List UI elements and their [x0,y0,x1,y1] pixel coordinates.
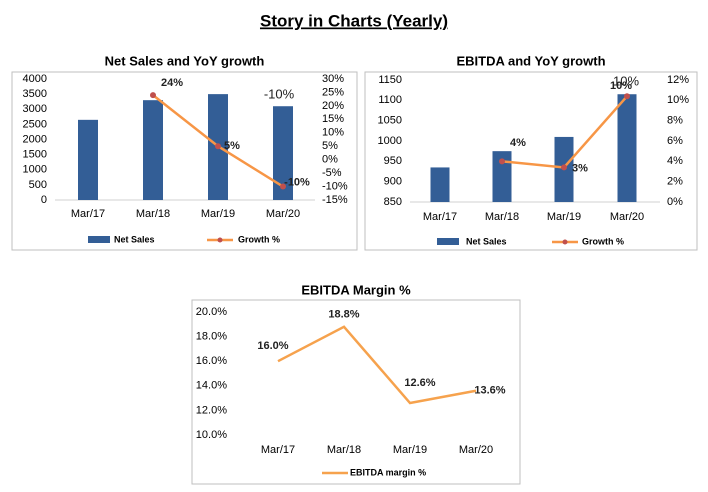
y2-tick-label: 30% [322,73,344,85]
y2-tick-label: 25% [322,86,344,98]
legend-swatch [88,236,110,243]
bar [143,100,163,200]
y2-tick-label: 15% [322,113,344,125]
x-tick-label: Mar/20 [266,208,300,220]
data-label: 24% [161,77,183,89]
y-tick-label: 20.0% [196,306,227,318]
y-tick-label: 500 [29,179,47,191]
x-tick-label: Mar/17 [71,208,105,220]
y-tick-label: 1000 [378,135,402,147]
marker [280,183,286,190]
y2-tick-label: 10% [322,127,344,139]
marker [624,93,630,100]
x-tick-label: Mar/17 [423,211,457,223]
y2-tick-label: 5% [322,140,338,152]
legend-marker [217,237,223,243]
marker [499,158,505,165]
x-tick-label: Mar/17 [261,444,295,456]
bar [430,167,450,202]
y-tick-label: 3500 [23,88,47,100]
chart-frame [11,71,358,251]
page-title: Story in Charts (Yearly) [260,11,448,30]
data-label: 12.6% [404,377,435,389]
x-tick-label: Mar/20 [610,211,644,223]
chart-title: EBITDA Margin % [301,282,411,297]
y-tick-label: 2500 [23,118,47,130]
line [277,325,477,405]
y-tick-label: 850 [384,196,402,208]
y2-tick-label: -15% [322,194,348,206]
x-tick-label: Mar/19 [393,444,427,456]
y-tick-label: 1150 [378,74,402,86]
y-tick-label: 1100 [378,94,402,106]
marker [561,164,567,171]
y2-tick-label: -10% [322,180,348,192]
x-tick-label: Mar/20 [459,444,493,456]
y-tick-label: 900 [384,176,402,188]
y-tick-label: 12.0% [196,404,227,416]
data-label: 3% [572,162,588,174]
bar [617,94,637,202]
legend-swatch [437,238,459,245]
data-label: 13.6% [474,385,505,397]
bar [492,151,512,202]
y-tick-label: 1000 [23,164,47,176]
y-tick-label: 2000 [23,133,47,145]
x-tick-label: Mar/18 [485,211,519,223]
data-label: 4% [510,137,526,149]
bar [78,119,98,200]
y-tick-label: 10.0% [196,429,227,441]
y-tick-label: 1050 [378,115,402,127]
data-label: 5% [224,140,240,152]
y-tick-label: 18.0% [196,331,227,343]
y2-tick-label: 10% [667,94,689,106]
y-tick-label: 14.0% [196,380,227,392]
y2-tick-label: -5% [322,167,342,179]
y-tick-label: 950 [384,155,402,167]
legend-label: EBITDA margin % [350,467,426,477]
data-label: 16.0% [257,340,288,352]
data-label: 18.8% [328,309,359,321]
y-tick-label: 1500 [23,149,47,161]
x-tick-label: Mar/18 [327,444,361,456]
chart-title: EBITDA and YoY growth [456,53,605,68]
legend-label: Net Sales [114,234,155,244]
data-label: -10% [284,176,310,188]
chart-title: Net Sales and YoY growth [105,53,265,68]
marker [215,143,221,150]
legend-label: Growth % [238,234,280,244]
data-label: 10% [610,80,632,92]
y2-tick-label: 12% [667,74,689,86]
y-tick-label: 4000 [23,73,47,85]
legend-label: Net Sales [466,236,507,246]
annotation: -10% [264,86,295,101]
y-tick-label: 0 [41,194,47,206]
legend-marker [562,239,568,245]
y2-tick-label: 2% [667,176,683,188]
y2-tick-label: 4% [667,155,683,167]
x-tick-label: Mar/18 [136,208,170,220]
annotation: 10% [613,73,639,88]
marker [150,92,156,99]
y2-tick-label: 20% [322,100,344,112]
y-tick-label: 16.0% [196,355,227,367]
y2-tick-label: 0% [667,196,683,208]
x-tick-label: Mar/19 [201,208,235,220]
bar [273,106,293,200]
chart-frame [364,71,698,251]
y2-tick-label: 8% [667,115,683,127]
y2-tick-label: 6% [667,135,683,147]
y-tick-label: 3000 [23,103,47,115]
legend-label: Growth % [582,236,624,246]
x-tick-label: Mar/19 [547,211,581,223]
y2-tick-label: 0% [322,154,338,166]
